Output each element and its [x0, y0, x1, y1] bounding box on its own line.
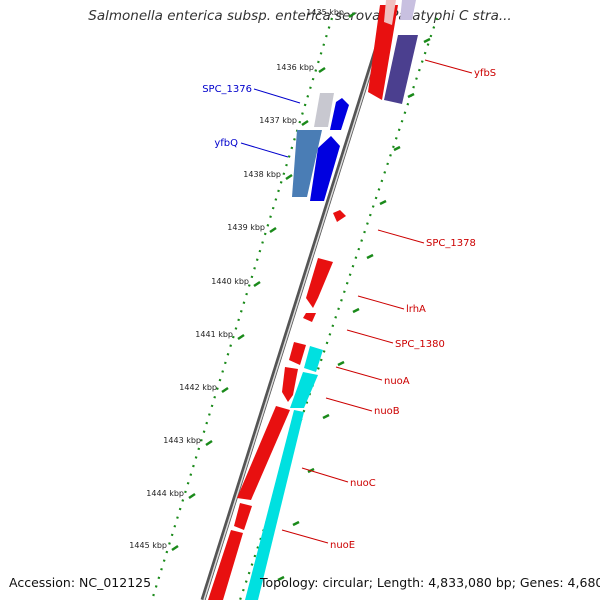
leader-line-SPC_1380 — [346, 329, 394, 344]
gene-arrow-SPC_1380 — [303, 313, 316, 322]
leader-line-lrhA — [357, 295, 405, 310]
gene-label-lrhA: lrhA — [406, 304, 426, 315]
tick-mark — [352, 307, 360, 314]
backbone — [200, 0, 395, 600]
leader-line-nuoA — [335, 366, 383, 381]
tick-mark — [205, 439, 213, 447]
gene-label-nuoC: nuoC — [350, 478, 376, 489]
gene-arrow-nuoB — [282, 367, 298, 402]
gene-labels: yfbS SPC_1376 yfbQ SPC_1378 lrhA SPC_1380 nuoA… — [202, 59, 496, 551]
gene-arrow-lrhA — [306, 258, 333, 308]
tick-label: 1438 kbp — [243, 170, 281, 179]
tick-mark — [292, 520, 300, 527]
gene-label-SPC_1378: SPC_1378 — [426, 238, 476, 249]
tick-mark — [348, 11, 356, 19]
tick-label: 1441 kbp — [195, 330, 233, 339]
tick-label: 1437 kbp — [259, 116, 297, 125]
tick-mark — [221, 386, 229, 394]
tick-mark — [423, 37, 431, 44]
tick-mark — [188, 492, 196, 500]
gene-arrow-SPC_1376 — [314, 93, 334, 127]
tick-mark — [269, 226, 277, 234]
gene-label-nuoA: nuoA — [384, 376, 410, 387]
gene-arrow-forward — [310, 136, 340, 201]
tick-label: 1435 kbp — [306, 8, 344, 17]
gene-arrow-SPC_1378 — [333, 210, 346, 222]
leader-line-nuoE — [281, 529, 329, 544]
tick-label: 1439 kbp — [227, 223, 265, 232]
gene-arrow-yfbQ — [292, 130, 322, 197]
scale-ticks: 1435 kbp 1436 kbp 1437 kbp 1438 kbp 1439 kbp… — [129, 8, 431, 582]
leader-line-nuoB — [325, 397, 373, 412]
leader-line-yfbS — [424, 59, 473, 74]
tick-mark — [407, 92, 415, 99]
gene-arrow-forward — [330, 98, 349, 130]
gene-label-SPC_1380: SPC_1380 — [395, 339, 445, 350]
gene-label-SPC_1376: SPC_1376 — [202, 84, 252, 95]
tick-mark — [322, 413, 330, 420]
gene-label-nuoE: nuoE — [330, 540, 355, 551]
tick-label: 1442 kbp — [179, 383, 217, 392]
tick-mark — [337, 360, 345, 367]
feature-arrows — [208, 0, 418, 600]
tick-mark — [277, 575, 285, 582]
tick-mark — [366, 253, 374, 260]
outer-dotted-track — [238, 17, 439, 600]
gene-arrow-yfbS — [400, 0, 416, 20]
leader-line-SPC_1376 — [253, 88, 301, 104]
gene-arrow-reverse — [208, 530, 243, 600]
gene-label-yfbS: yfbS — [474, 68, 496, 79]
tick-label: 1443 kbp — [163, 436, 201, 445]
tick-label: 1444 kbp — [146, 489, 184, 498]
gene-arrow-reverse — [368, 5, 398, 100]
gene-arrow-nuoA — [289, 342, 306, 365]
tick-mark — [253, 280, 261, 288]
gene-arrow-nuoE — [234, 503, 252, 530]
tick-mark — [393, 145, 401, 152]
topology-text: Topology: circular; Length: 4,833,080 bp… — [260, 575, 600, 590]
gene-arrow-nuoA-track — [304, 346, 323, 372]
tick-mark — [379, 199, 387, 206]
tick-mark — [301, 119, 309, 127]
leader-line-yfbQ — [240, 142, 289, 158]
leader-line-SPC_1378 — [377, 229, 425, 244]
backbone-line — [200, 0, 395, 600]
tick-mark — [237, 333, 245, 341]
accession-text: Accession: NC_012125 — [9, 575, 152, 590]
scale-dots — [150, 17, 439, 600]
backbone-highlight — [203, 0, 394, 600]
gene-label-yfbQ: yfbQ — [214, 138, 238, 149]
gene-arrow-reverse — [384, 0, 396, 25]
tick-mark — [285, 173, 293, 181]
tick-mark — [318, 66, 326, 74]
leader-line-nuoC — [301, 467, 349, 483]
gene-arrow-nuoC — [237, 406, 290, 500]
tick-label: 1436 kbp — [276, 63, 314, 72]
gene-arrow-nuoB-track — [290, 372, 318, 408]
gene-label-nuoB: nuoB — [374, 406, 400, 417]
gene-arrow-nuoC-track — [245, 410, 304, 600]
tick-mark — [171, 544, 179, 552]
tick-label: 1440 kbp — [211, 277, 249, 286]
gene-arrow-yfbS — [384, 35, 418, 104]
tick-label: 1445 kbp — [129, 541, 167, 550]
